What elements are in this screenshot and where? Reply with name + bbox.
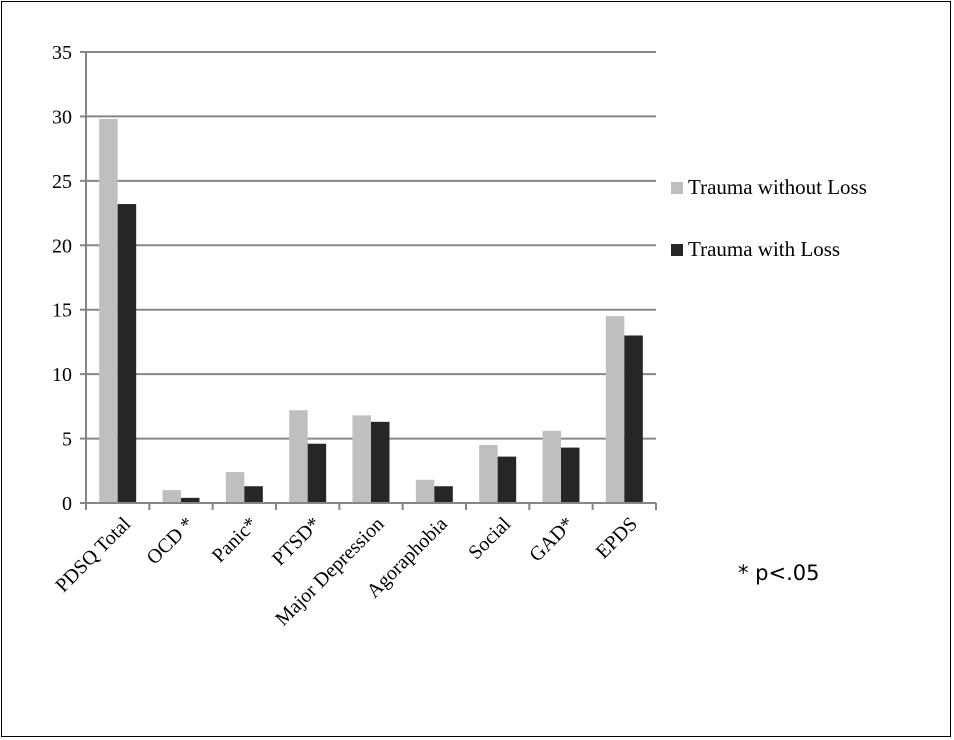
bar-trauma-with-loss (497, 456, 517, 503)
bar-trauma-without-loss (225, 472, 245, 503)
x-category-label: PDSQ Total (51, 513, 135, 597)
bar-trauma-with-loss (181, 497, 200, 503)
x-category-label: OCD * (143, 513, 199, 569)
y-tick-label: 5 (62, 429, 72, 451)
bar-trauma-without-loss (479, 445, 498, 503)
bar-trauma-with-loss (624, 335, 643, 503)
bar-trauma-with-loss (117, 204, 137, 503)
y-tick-labels: 0 5 10 15 20 25 30 35 (52, 42, 72, 515)
bar-trauma-without-loss (289, 410, 308, 503)
bar-trauma-with-loss (561, 447, 580, 503)
bar-trauma-without-loss (542, 430, 561, 503)
x-category-label: Major Depression (271, 513, 388, 630)
significance-note: * p<.05 (738, 561, 820, 585)
y-tick-label: 10 (52, 364, 72, 386)
bar-trauma-without-loss (99, 119, 118, 504)
x-category-label: Social (464, 513, 515, 564)
bar-trauma-without-loss (162, 490, 181, 503)
y-tick-label: 20 (52, 235, 72, 257)
bars (99, 119, 643, 504)
axes (85, 52, 657, 510)
x-category-label: PTSD* (268, 513, 325, 570)
legend-swatch (671, 182, 683, 194)
y-tick-label: 30 (52, 106, 72, 128)
legend-swatch (671, 244, 683, 256)
x-category-label: GAD* (525, 513, 578, 566)
legend-label: Trauma without Loss (688, 175, 867, 199)
bar-trauma-without-loss (415, 479, 435, 503)
bar-trauma-without-loss (605, 316, 625, 503)
bar-trauma-with-loss (244, 486, 263, 503)
bar-trauma-with-loss (434, 486, 453, 503)
bar-trauma-with-loss (371, 421, 390, 503)
bar-trauma-without-loss (352, 415, 371, 503)
y-tick-label: 15 (52, 300, 72, 322)
x-category-label: Panic* (208, 513, 262, 567)
legend: Trauma without Loss Trauma with Loss (671, 175, 867, 261)
x-category-label: EPDS (592, 513, 642, 563)
y-tick-label: 25 (52, 171, 72, 193)
bar-trauma-with-loss (307, 443, 327, 503)
x-tick-labels: PDSQ Total OCD * Panic* PTSD*Major Depressi… (51, 513, 642, 631)
legend-label: Trauma with Loss (688, 237, 840, 261)
y-tick-label: 0 (62, 493, 72, 515)
y-tick-label: 35 (52, 42, 72, 64)
